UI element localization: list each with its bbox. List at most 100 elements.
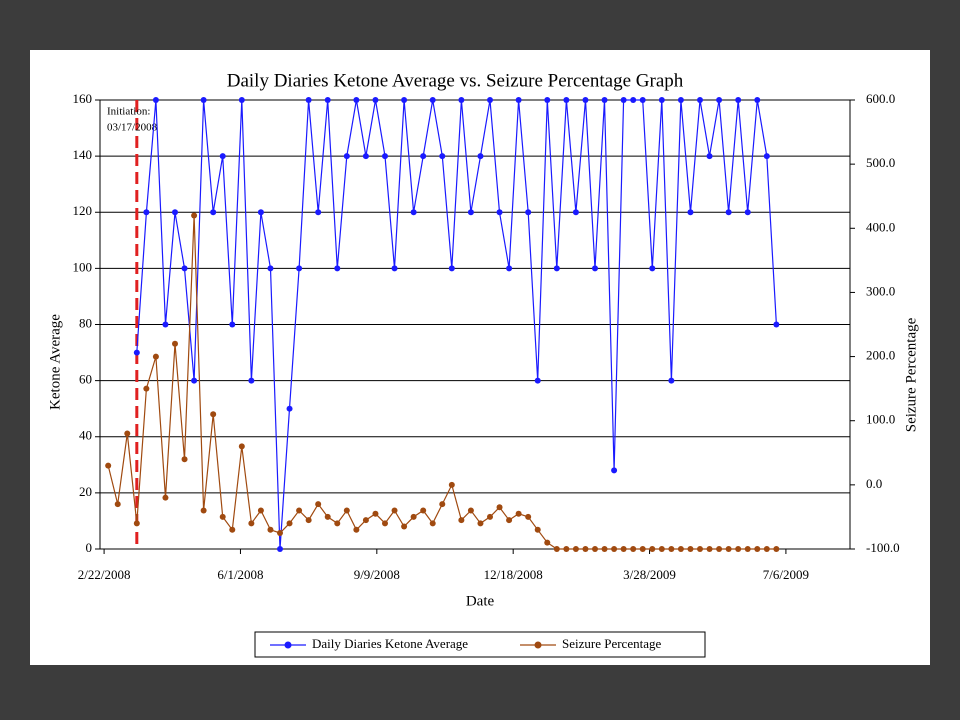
data-point	[754, 546, 761, 552]
data-point	[763, 153, 770, 160]
data-point	[639, 546, 646, 552]
data-point	[572, 546, 579, 552]
data-point	[697, 546, 703, 552]
data-point	[343, 507, 350, 514]
data-point	[257, 209, 264, 216]
data-point	[248, 377, 255, 384]
data-point	[410, 513, 417, 520]
data-point	[286, 405, 293, 412]
data-point	[458, 517, 465, 524]
data-point	[525, 209, 532, 216]
data-point	[544, 97, 551, 103]
data-point	[420, 153, 427, 160]
data-point	[668, 377, 675, 384]
data-point	[525, 513, 532, 520]
data-point	[487, 97, 493, 103]
data-point	[439, 153, 446, 160]
data-point	[343, 153, 350, 160]
data-point	[697, 97, 703, 103]
data-point	[401, 523, 408, 530]
data-point	[191, 377, 198, 384]
data-point	[296, 265, 303, 272]
data-point	[687, 209, 694, 216]
x-axis-label: Date	[466, 593, 495, 609]
y2-tick-label: 0.0	[866, 476, 882, 491]
y-tick-label: 100	[73, 259, 93, 274]
y2-tick-label: 300.0	[866, 283, 895, 298]
data-point	[611, 467, 618, 474]
data-point	[429, 520, 436, 527]
data-point	[649, 546, 656, 552]
data-point	[658, 97, 665, 103]
annotation-text: 03/17/2008	[107, 122, 158, 134]
x-tick-label: 3/28/2009	[623, 567, 676, 582]
data-point	[133, 520, 140, 527]
y-tick-label: 60	[79, 372, 92, 387]
data-point	[372, 510, 379, 517]
data-point	[601, 546, 608, 552]
data-point	[362, 153, 369, 160]
data-point	[191, 212, 198, 219]
data-point	[277, 546, 283, 552]
data-point	[515, 97, 522, 103]
data-point	[620, 97, 627, 103]
data-point	[382, 153, 388, 160]
data-point	[315, 501, 322, 508]
data-point	[582, 546, 589, 552]
y2-tick-label: 400.0	[866, 219, 895, 234]
data-point	[238, 97, 245, 103]
data-point	[143, 385, 150, 392]
chart-title: Daily Diaries Ketone Average vs. Seizure…	[227, 70, 684, 91]
y-tick-label: 140	[73, 147, 93, 162]
data-point	[677, 97, 684, 103]
data-point	[716, 97, 723, 103]
data-point	[582, 97, 589, 103]
data-point	[716, 546, 723, 552]
data-point	[601, 97, 608, 103]
data-point	[448, 265, 455, 272]
data-point	[668, 546, 675, 552]
plot-frame	[99, 99, 851, 550]
data-point	[257, 507, 264, 514]
y2-tick-label: 600.0	[866, 91, 895, 106]
data-point	[210, 411, 217, 418]
y2-tick-label: 100.0	[866, 412, 895, 427]
data-point	[133, 349, 140, 356]
data-point	[238, 443, 245, 450]
data-point	[725, 209, 732, 216]
data-point	[219, 513, 226, 520]
legend-label: Daily Diaries Ketone Average	[312, 636, 468, 651]
data-point	[611, 546, 618, 552]
y2-tick-label: -100.0	[866, 540, 900, 555]
data-point	[267, 265, 274, 272]
y-tick-label: 20	[79, 484, 92, 499]
data-point	[181, 265, 188, 272]
legend-marker	[284, 641, 292, 649]
data-point	[324, 97, 331, 103]
data-point	[544, 539, 551, 546]
y2-tick-label: 500.0	[866, 155, 895, 170]
data-point	[506, 517, 513, 524]
data-point	[630, 97, 637, 103]
data-point	[773, 546, 780, 552]
legend-label: Seizure Percentage	[562, 636, 661, 651]
data-point	[592, 546, 598, 552]
x-tick-label: 2/22/2008	[78, 567, 131, 582]
y-tick-label: 120	[73, 203, 93, 218]
annotation-text: Initiation:	[107, 106, 150, 118]
data-point	[334, 520, 341, 527]
data-point	[744, 546, 751, 552]
data-point	[372, 97, 379, 103]
data-point	[296, 507, 303, 514]
data-point	[143, 209, 150, 216]
data-point	[324, 513, 331, 520]
y2-tick-label: 200.0	[866, 348, 895, 363]
data-point	[210, 209, 217, 216]
legend-marker	[534, 641, 542, 649]
data-point	[152, 353, 159, 360]
data-point	[735, 97, 742, 103]
y-axis-label: Ketone Average	[47, 314, 63, 410]
data-point	[267, 526, 274, 533]
